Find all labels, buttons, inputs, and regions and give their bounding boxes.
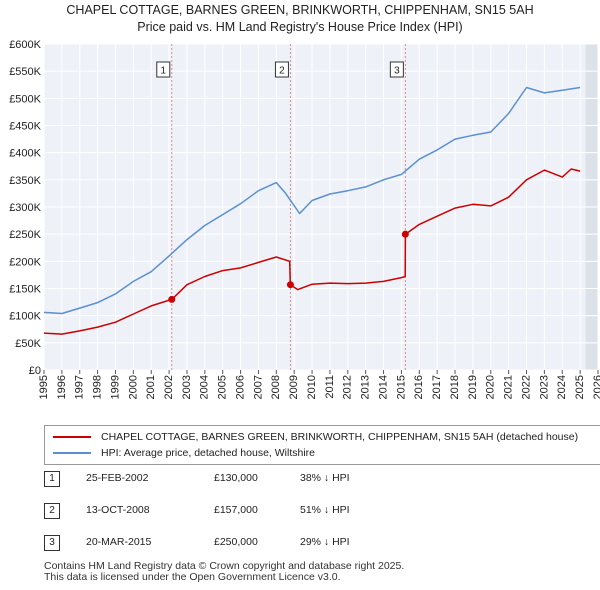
sale-point bbox=[286, 281, 294, 289]
sale-price: £130,000 bbox=[214, 472, 258, 484]
x-tick-label: 2014 bbox=[377, 375, 389, 399]
sale-annotation-box bbox=[274, 61, 289, 78]
x-tick-label: 2025 bbox=[574, 375, 586, 399]
y-tick-label: £50K bbox=[15, 338, 41, 350]
hpi-series-line bbox=[43, 86, 581, 315]
legend-label-property: CHAPEL COTTAGE, BARNES GREEN, BRINKWORTH… bbox=[101, 431, 579, 443]
x-tick-label: 2009 bbox=[288, 375, 300, 399]
legend-swatch-property bbox=[53, 436, 91, 438]
x-tick-label: 2017 bbox=[431, 375, 443, 399]
x-tick-label: 2026 bbox=[592, 375, 600, 399]
sale-annotation-label: 3 bbox=[394, 66, 400, 77]
footer: Contains HM Land Registry data © Crown c… bbox=[44, 561, 404, 583]
sale-annotation-label: 1 bbox=[160, 66, 166, 77]
footer-copyright: Contains HM Land Registry data © Crown c… bbox=[44, 560, 405, 572]
y-tick-label: £350K bbox=[9, 175, 41, 187]
y-tick-label: £500K bbox=[9, 93, 41, 105]
sale-date: 20-MAR-2015 bbox=[86, 536, 152, 548]
sale-marker-3: 3 bbox=[44, 535, 60, 551]
x-tick-label: 1997 bbox=[74, 375, 86, 399]
chart-title-address: CHAPEL COTTAGE, BARNES GREEN, BRINKWORTH… bbox=[66, 3, 534, 17]
legend-label-hpi: HPI: Average price, detached house, Wilt… bbox=[101, 447, 316, 459]
sale-annotation-label: 2 bbox=[279, 66, 285, 77]
sale-hpi-diff: 29% ↓ HPI bbox=[300, 536, 350, 548]
sale-marker-1: 1 bbox=[44, 471, 60, 487]
y-tick-label: £200K bbox=[9, 256, 41, 268]
x-tick-label: 2013 bbox=[360, 375, 372, 399]
sale-date: 25-FEB-2002 bbox=[86, 472, 149, 484]
x-tick-label: 1995 bbox=[38, 375, 50, 399]
sale-point bbox=[401, 230, 409, 238]
x-tick-label: 2021 bbox=[503, 375, 515, 399]
sale-hpi-diff: 51% ↓ HPI bbox=[300, 504, 350, 516]
sale-price: £250,000 bbox=[214, 536, 258, 548]
x-tick-label: 2003 bbox=[181, 375, 193, 399]
x-tick-label: 2001 bbox=[145, 375, 157, 399]
y-tick-label: £100K bbox=[9, 311, 41, 323]
x-tick-label: 2019 bbox=[467, 375, 479, 399]
x-tick-label: 1998 bbox=[92, 375, 104, 399]
x-tick-label: 2012 bbox=[342, 375, 354, 399]
y-tick-label: £250K bbox=[9, 229, 41, 241]
x-tick-label: 2007 bbox=[252, 375, 264, 399]
sale-price: £157,000 bbox=[214, 504, 258, 516]
chart-title: Price paid vs. HM Land Registry's House … bbox=[137, 20, 463, 34]
x-tick-label: 2023 bbox=[538, 375, 550, 399]
x-tick-label: 2022 bbox=[520, 375, 532, 399]
price-chart: 1 2 3 £0 £50K £100K £150K £200K £250K £300K £350K £… bbox=[9, 39, 600, 399]
x-tick-label: 2020 bbox=[485, 375, 497, 399]
x-tick-label: 2006 bbox=[234, 375, 246, 399]
sale-hpi-diff: 38% ↓ HPI bbox=[300, 472, 350, 484]
x-tick-label: 2011 bbox=[324, 375, 336, 399]
sale-annotation-box bbox=[156, 61, 171, 78]
sale-point bbox=[168, 295, 176, 303]
sale-date: 13-OCT-2008 bbox=[86, 504, 150, 516]
x-tick-label: 2015 bbox=[395, 375, 407, 399]
sale-marker-2: 2 bbox=[44, 503, 60, 519]
x-tick-label: 2024 bbox=[556, 375, 568, 399]
y-tick-label: £150K bbox=[9, 284, 41, 296]
x-tick-label: 1996 bbox=[56, 375, 68, 399]
x-tick-label: 2008 bbox=[270, 375, 282, 399]
x-tick-label: 2016 bbox=[413, 375, 425, 399]
sale-annotation-box bbox=[389, 61, 404, 78]
y-tick-label: £300K bbox=[9, 202, 41, 214]
footer-license: This data is licensed under the Open Gov… bbox=[44, 571, 341, 583]
x-tick-label: 2005 bbox=[217, 375, 229, 399]
x-tick-label: 1999 bbox=[109, 375, 121, 399]
sale-row: 1 25-FEB-2002 £130,000 38% ↓ HPI bbox=[0, 468, 600, 490]
property-series-line bbox=[43, 168, 581, 335]
sale-row: 3 20-MAR-2015 £250,000 29% ↓ HPI bbox=[0, 532, 600, 554]
x-tick-label: 2002 bbox=[163, 375, 175, 399]
x-tick-label: 2000 bbox=[127, 375, 139, 399]
x-tick-label: 2018 bbox=[449, 375, 461, 399]
y-tick-label: £550K bbox=[9, 66, 41, 78]
x-tick-label: 2004 bbox=[199, 375, 211, 399]
y-tick-label: £450K bbox=[9, 121, 41, 133]
y-tick-label: £0 bbox=[29, 365, 41, 377]
legend-swatch-hpi bbox=[53, 452, 91, 454]
legend: CHAPEL COTTAGE, BARNES GREEN, BRINKWORTH… bbox=[44, 425, 600, 465]
sale-row: 2 13-OCT-2008 £157,000 51% ↓ HPI bbox=[0, 500, 600, 522]
y-tick-label: £400K bbox=[9, 148, 41, 160]
x-tick-label: 2010 bbox=[306, 375, 318, 399]
y-tick-label: £600K bbox=[9, 39, 41, 51]
